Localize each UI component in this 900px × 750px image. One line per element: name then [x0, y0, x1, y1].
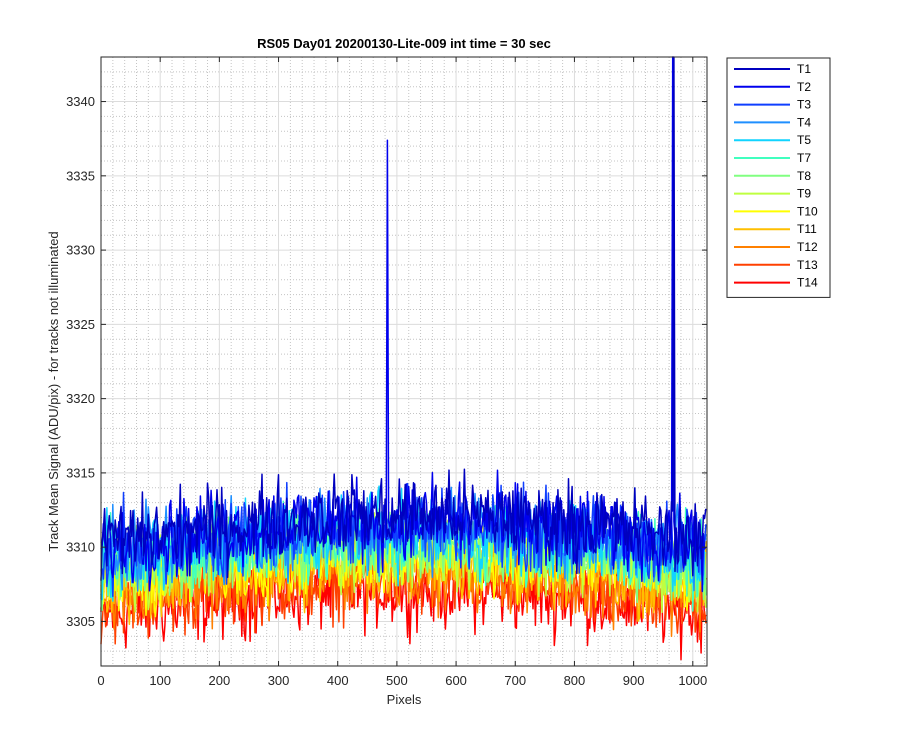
x-tick-label: 200 [209, 673, 231, 688]
legend-label-t10: T10 [797, 204, 818, 218]
legend-label-t3: T3 [797, 98, 811, 112]
legend-label-t7: T7 [797, 151, 811, 165]
y-tick-label: 3335 [66, 168, 95, 183]
legend-label-t4: T4 [797, 115, 811, 129]
y-axis-label: Track Mean Signal (ADU/pix) - for tracks… [46, 231, 61, 551]
y-tick-label: 3340 [66, 94, 95, 109]
series-line-t1 [100, 56, 707, 581]
x-tick-label: 800 [564, 673, 586, 688]
legend-label-t9: T9 [797, 187, 811, 201]
y-tick-label: 3305 [66, 614, 95, 629]
y-tick-label: 3320 [66, 391, 95, 406]
x-tick-label: 500 [386, 673, 408, 688]
x-tick-label: 100 [149, 673, 171, 688]
x-tick-label: 700 [504, 673, 526, 688]
legend-label-t12: T12 [797, 240, 818, 254]
series-lines [100, 56, 707, 661]
y-tick-label: 3330 [66, 243, 95, 258]
y-tick-label: 3315 [66, 465, 95, 480]
x-tick-label: 400 [327, 673, 349, 688]
legend-label-t1: T1 [797, 62, 811, 76]
legend-label-t5: T5 [797, 133, 811, 147]
legend-box [726, 57, 831, 298]
legend: T1 T2 T3 T4 T5 T7 T8 T9 T10 T11 T12 T13 T14 [726, 57, 831, 298]
y-tick-label: 3310 [66, 540, 95, 555]
y-tick-label: 3325 [66, 317, 95, 332]
axes: 0 100 200 300 400 500 600 700 800 900 1000 3305 3310… [66, 57, 707, 688]
legend-label-t8: T8 [797, 169, 811, 183]
x-tick-label: 1000 [678, 673, 707, 688]
plot-frame [100, 56, 708, 667]
legend-label-t13: T13 [797, 258, 818, 272]
chart-title: RS05 Day01 20200130-Lite-009 int time = … [257, 36, 551, 51]
x-tick-label: 300 [268, 673, 290, 688]
x-tick-label: 0 [97, 673, 104, 688]
legend-label-t11: T11 [797, 222, 817, 236]
x-axis-label: Pixels [387, 692, 422, 707]
legend-label-t2: T2 [797, 80, 811, 94]
legend-label-t14: T14 [797, 276, 818, 290]
x-tick-label: 600 [445, 673, 467, 688]
x-tick-label: 900 [623, 673, 645, 688]
